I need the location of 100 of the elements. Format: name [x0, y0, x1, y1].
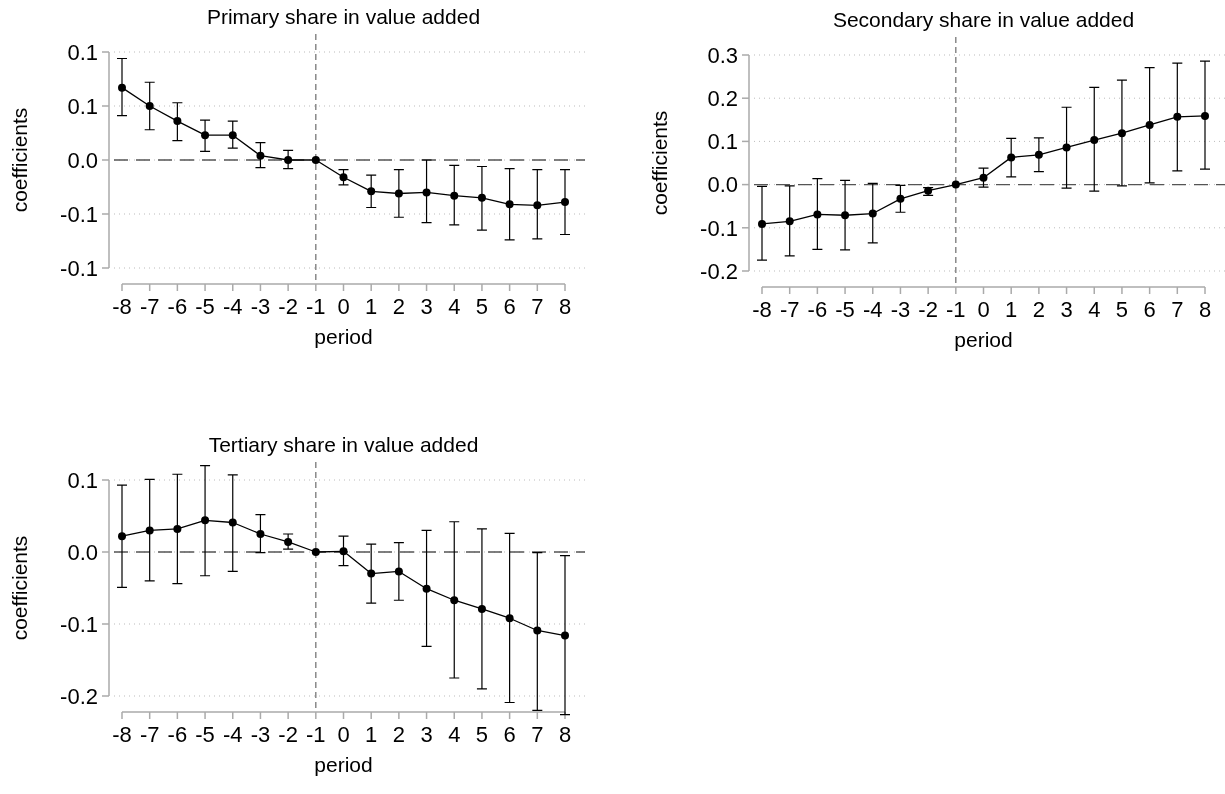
point	[201, 516, 210, 525]
x-tick-label: 5	[1115, 297, 1129, 322]
y-axis-title: coefficients	[648, 110, 671, 216]
x-tick-label: -4	[862, 297, 883, 322]
y-tick-label: 0.3	[707, 42, 738, 68]
point	[477, 604, 486, 613]
x-axis-title: period	[954, 328, 1013, 351]
point	[477, 193, 486, 202]
x-tick-label: 2	[1032, 297, 1045, 322]
point	[868, 209, 877, 218]
point	[118, 83, 126, 92]
point	[228, 131, 237, 140]
x-tick-label: -6	[167, 294, 188, 319]
y-tick-label: 0.2	[707, 85, 738, 111]
y-axis-title: coefficients	[8, 535, 31, 641]
x-tick-label: 6	[503, 722, 516, 747]
x-tick-label: -2	[918, 297, 938, 322]
x-tick-label: 1	[1005, 297, 1018, 322]
x-tick-label: 6	[1143, 297, 1156, 322]
x-tick-label: 4	[448, 722, 461, 747]
x-tick-label: 7	[1171, 297, 1184, 322]
x-tick-label: -5	[195, 294, 215, 319]
x-tick-label: 0	[977, 297, 990, 322]
point	[256, 530, 265, 538]
x-tick-label: 8	[558, 294, 572, 319]
point	[450, 596, 459, 605]
x-tick-label: -2	[278, 294, 298, 319]
point	[813, 210, 822, 219]
x-tick-label: -4	[222, 294, 243, 319]
x-tick-label: 8	[558, 722, 572, 747]
point	[758, 219, 766, 228]
point	[951, 180, 960, 189]
y-tick-label: 0.0	[67, 147, 98, 173]
chart-title: Tertiary share in value added	[208, 433, 479, 456]
x-tick-label: -6	[167, 722, 188, 747]
point	[1201, 111, 1209, 120]
y-tick-label: -0.1	[700, 215, 738, 241]
point	[173, 117, 182, 126]
x-tick-label: -1	[306, 294, 326, 319]
point	[1034, 150, 1043, 159]
x-tick-label: 6	[503, 294, 516, 319]
point	[422, 584, 431, 593]
point	[1062, 143, 1071, 152]
point	[118, 532, 126, 541]
point	[1090, 136, 1099, 145]
point	[505, 614, 514, 623]
y-tick-label: 0.1	[67, 39, 98, 65]
point	[394, 567, 403, 576]
x-tick-label: -2	[278, 722, 298, 747]
x-tick-label: -8	[112, 294, 132, 319]
x-tick-label: -3	[890, 297, 911, 322]
x-tick-label: 1	[365, 294, 378, 319]
x-tick-label: 2	[392, 294, 405, 319]
point	[339, 547, 348, 556]
x-tick-label: -6	[807, 297, 828, 322]
x-tick-label: -4	[222, 722, 243, 747]
point	[785, 217, 794, 226]
x-tick-label: -8	[112, 722, 132, 747]
point	[228, 518, 237, 527]
x-tick-label: -1	[946, 297, 966, 322]
y-tick-label: -0.1	[60, 201, 98, 227]
point	[561, 198, 569, 207]
point	[422, 188, 431, 197]
x-tick-label: 2	[392, 722, 405, 747]
x-axis-title: period	[314, 753, 373, 776]
point	[173, 524, 182, 533]
point	[979, 173, 988, 182]
point	[284, 156, 293, 164]
x-tick-label: 3	[420, 722, 433, 747]
x-tick-label: -3	[250, 294, 271, 319]
y-axis-title: coefficients	[8, 107, 31, 213]
y-tick-label: -0.1	[60, 611, 98, 637]
point	[505, 200, 514, 209]
point	[561, 631, 569, 640]
point	[367, 187, 376, 196]
point	[367, 569, 376, 578]
point	[450, 191, 459, 200]
y-tick-label: -0.1	[60, 255, 98, 281]
x-tick-label: 4	[448, 294, 461, 319]
x-tick-label: -7	[139, 294, 160, 319]
x-tick-label: 3	[1060, 297, 1073, 322]
x-axis-title: period	[314, 325, 373, 348]
x-tick-label: 7	[531, 722, 544, 747]
y-tick-label: 0.1	[707, 129, 738, 155]
x-tick-label: -7	[779, 297, 800, 322]
point	[533, 626, 542, 635]
x-tick-label: 0	[337, 294, 350, 319]
point	[1007, 153, 1016, 162]
y-tick-label: -0.2	[60, 683, 98, 709]
y-tick-label: -0.2	[700, 258, 738, 284]
x-tick-label: 1	[365, 722, 378, 747]
y-tick-label: 0.0	[707, 172, 738, 198]
point	[1145, 120, 1154, 129]
x-tick-label: -8	[752, 297, 772, 322]
x-tick-label: 7	[531, 294, 544, 319]
y-tick-label: 0.1	[67, 93, 98, 119]
point	[311, 156, 320, 164]
point	[1117, 129, 1126, 138]
x-tick-label: -3	[250, 722, 271, 747]
x-tick-label: -5	[835, 297, 855, 322]
